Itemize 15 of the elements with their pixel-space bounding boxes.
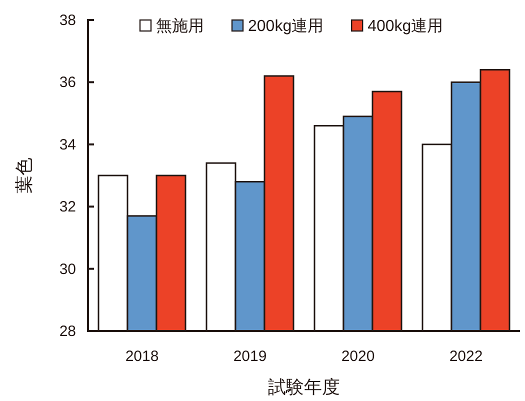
y-tick-label: 28 xyxy=(59,323,76,340)
y-tick-label: 34 xyxy=(59,136,76,154)
legend-label: 200kg連用 xyxy=(248,17,324,35)
x-tick-label: 2019 xyxy=(233,348,267,365)
y-tick-label: 38 xyxy=(59,12,76,29)
y-tick-label: 36 xyxy=(59,74,76,92)
x-tick-label: 2018 xyxy=(125,348,159,365)
legend-label: 無施用 xyxy=(156,17,204,35)
y-tick-label: 30 xyxy=(59,260,76,278)
x-tick-label: 2020 xyxy=(341,348,375,365)
x-axis-title: 試験年度 xyxy=(268,377,340,397)
y-axis-title: 葉色 xyxy=(14,158,34,194)
legend-label: 400kg連用 xyxy=(368,17,444,35)
x-tick-label: 2022 xyxy=(449,348,483,365)
y-tick-label: 32 xyxy=(59,198,76,216)
